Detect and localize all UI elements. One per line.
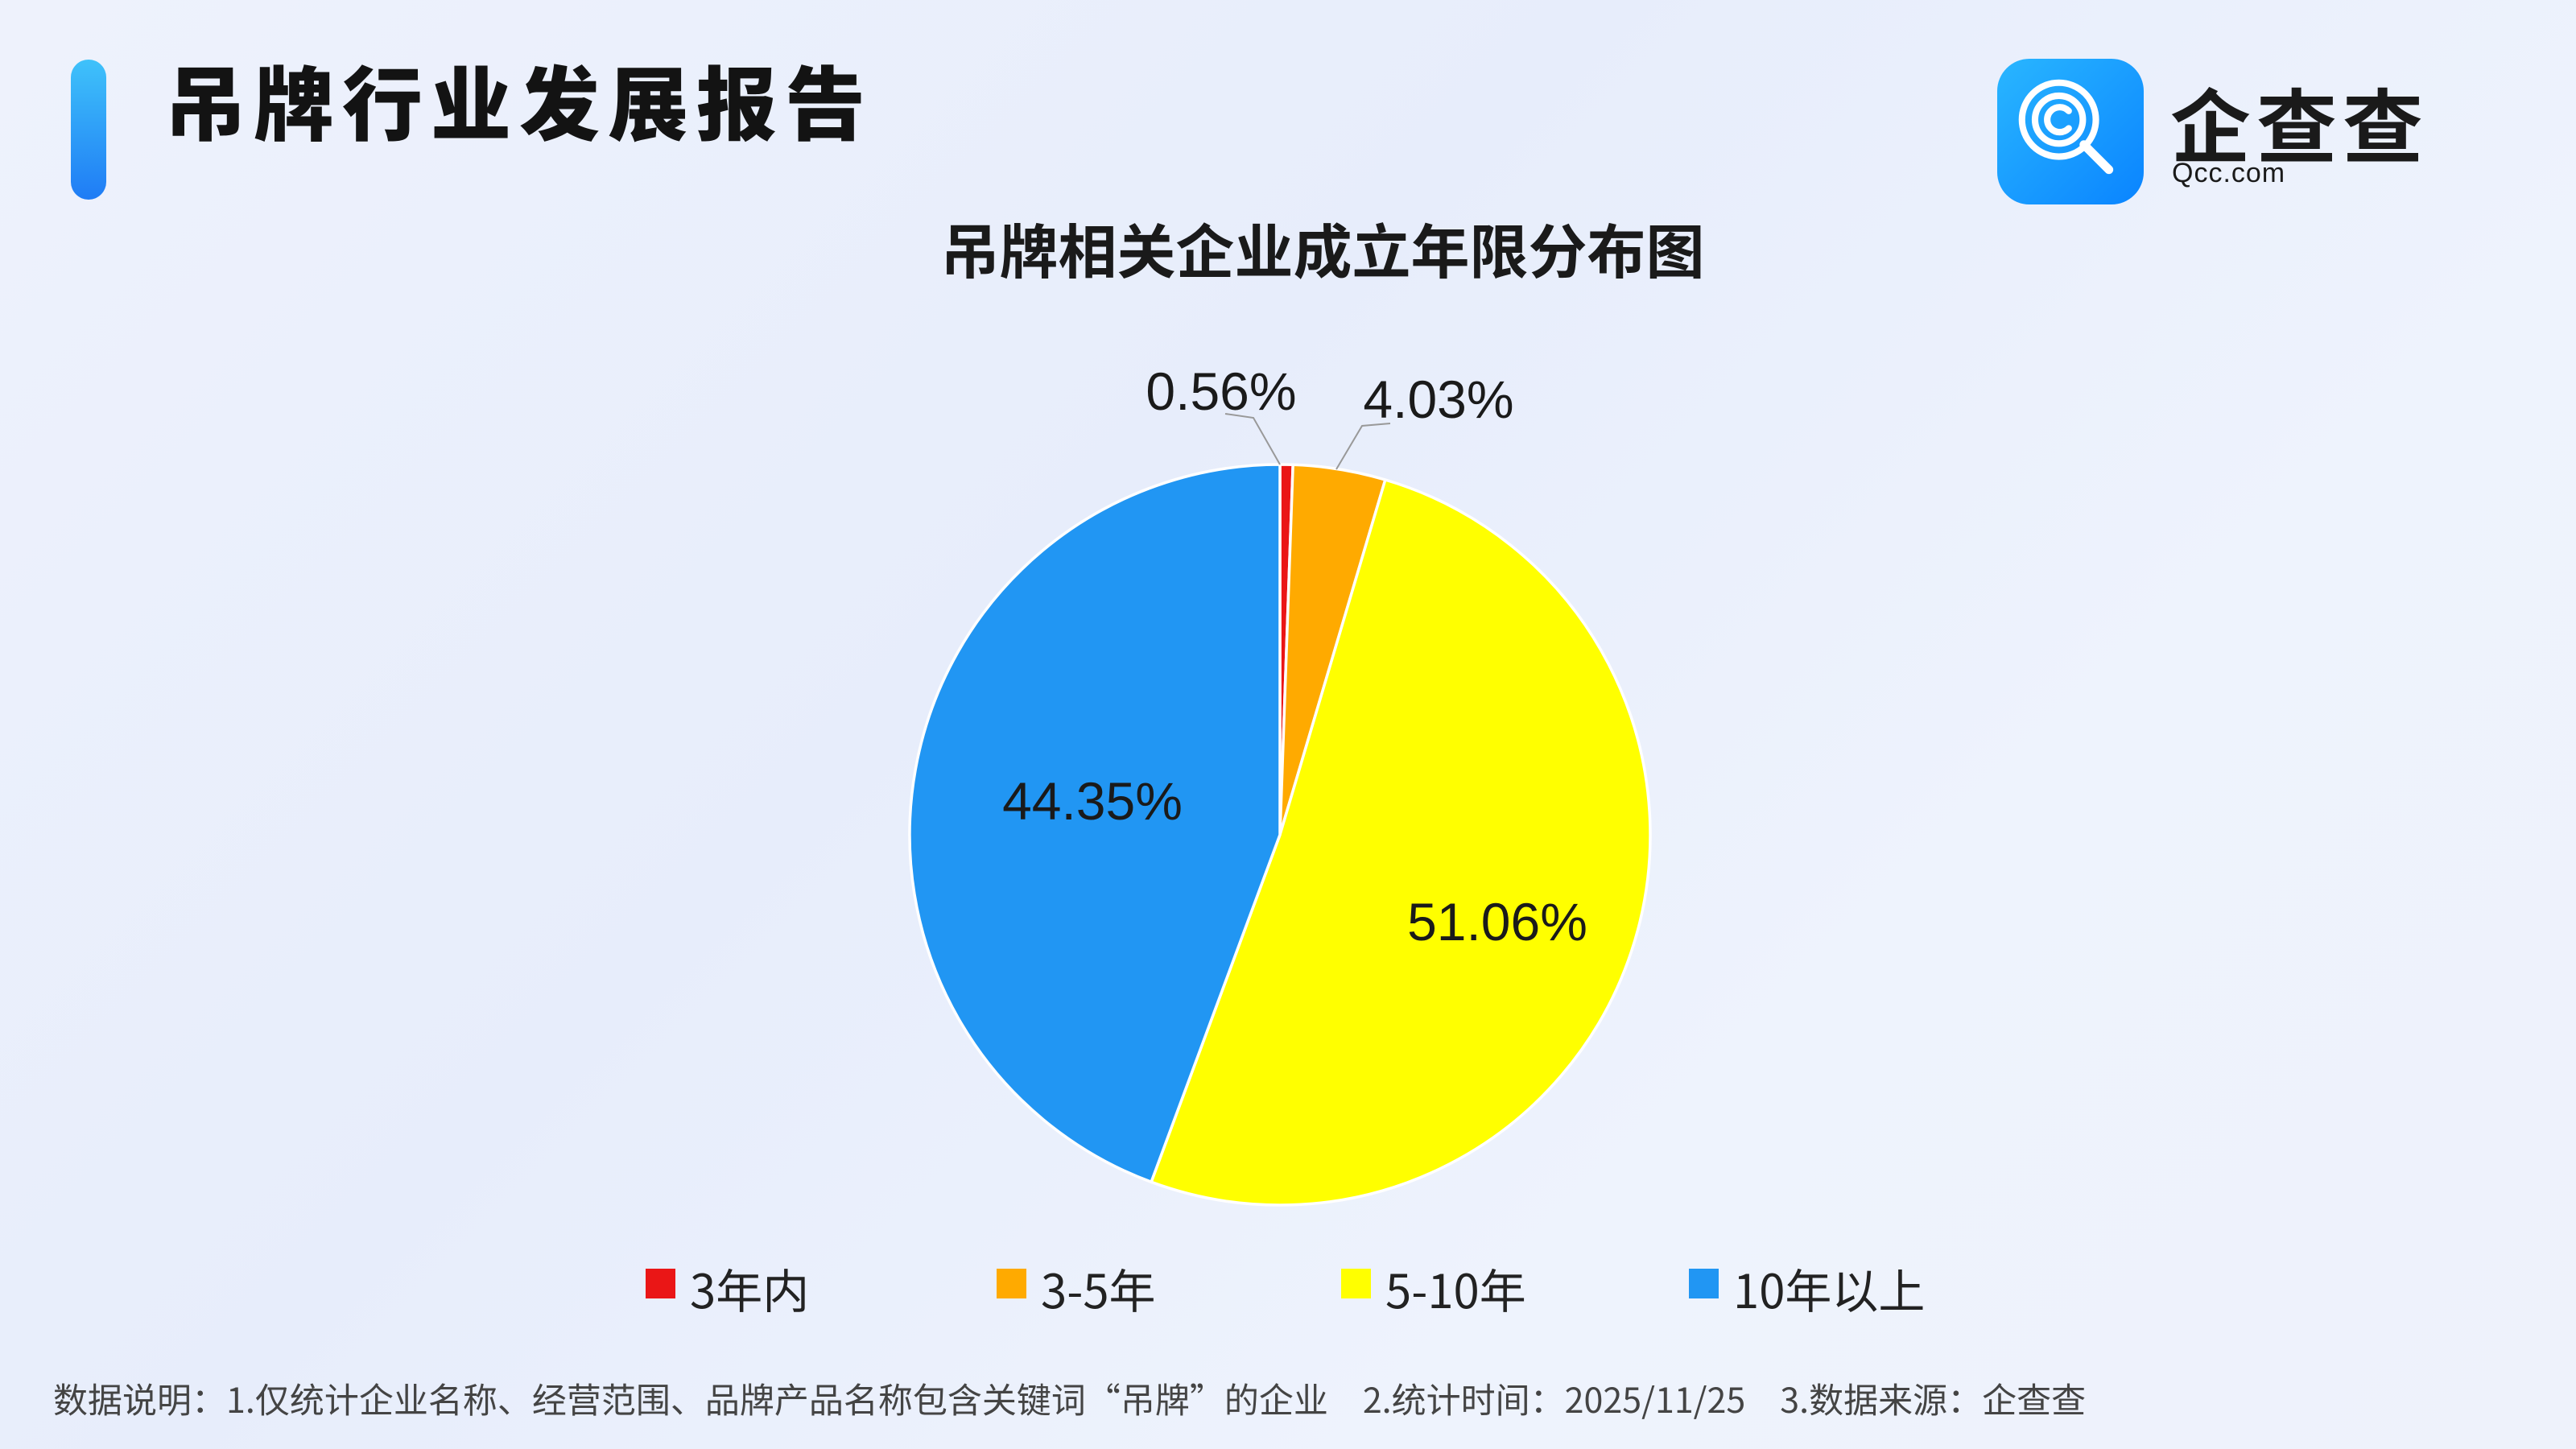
svg-text:51.06%: 51.06%	[1407, 892, 1587, 952]
svg-text:4.03%: 4.03%	[1363, 369, 1513, 429]
svg-text:0.56%: 0.56%	[1146, 361, 1296, 421]
svg-text:44.35%: 44.35%	[1002, 771, 1183, 831]
